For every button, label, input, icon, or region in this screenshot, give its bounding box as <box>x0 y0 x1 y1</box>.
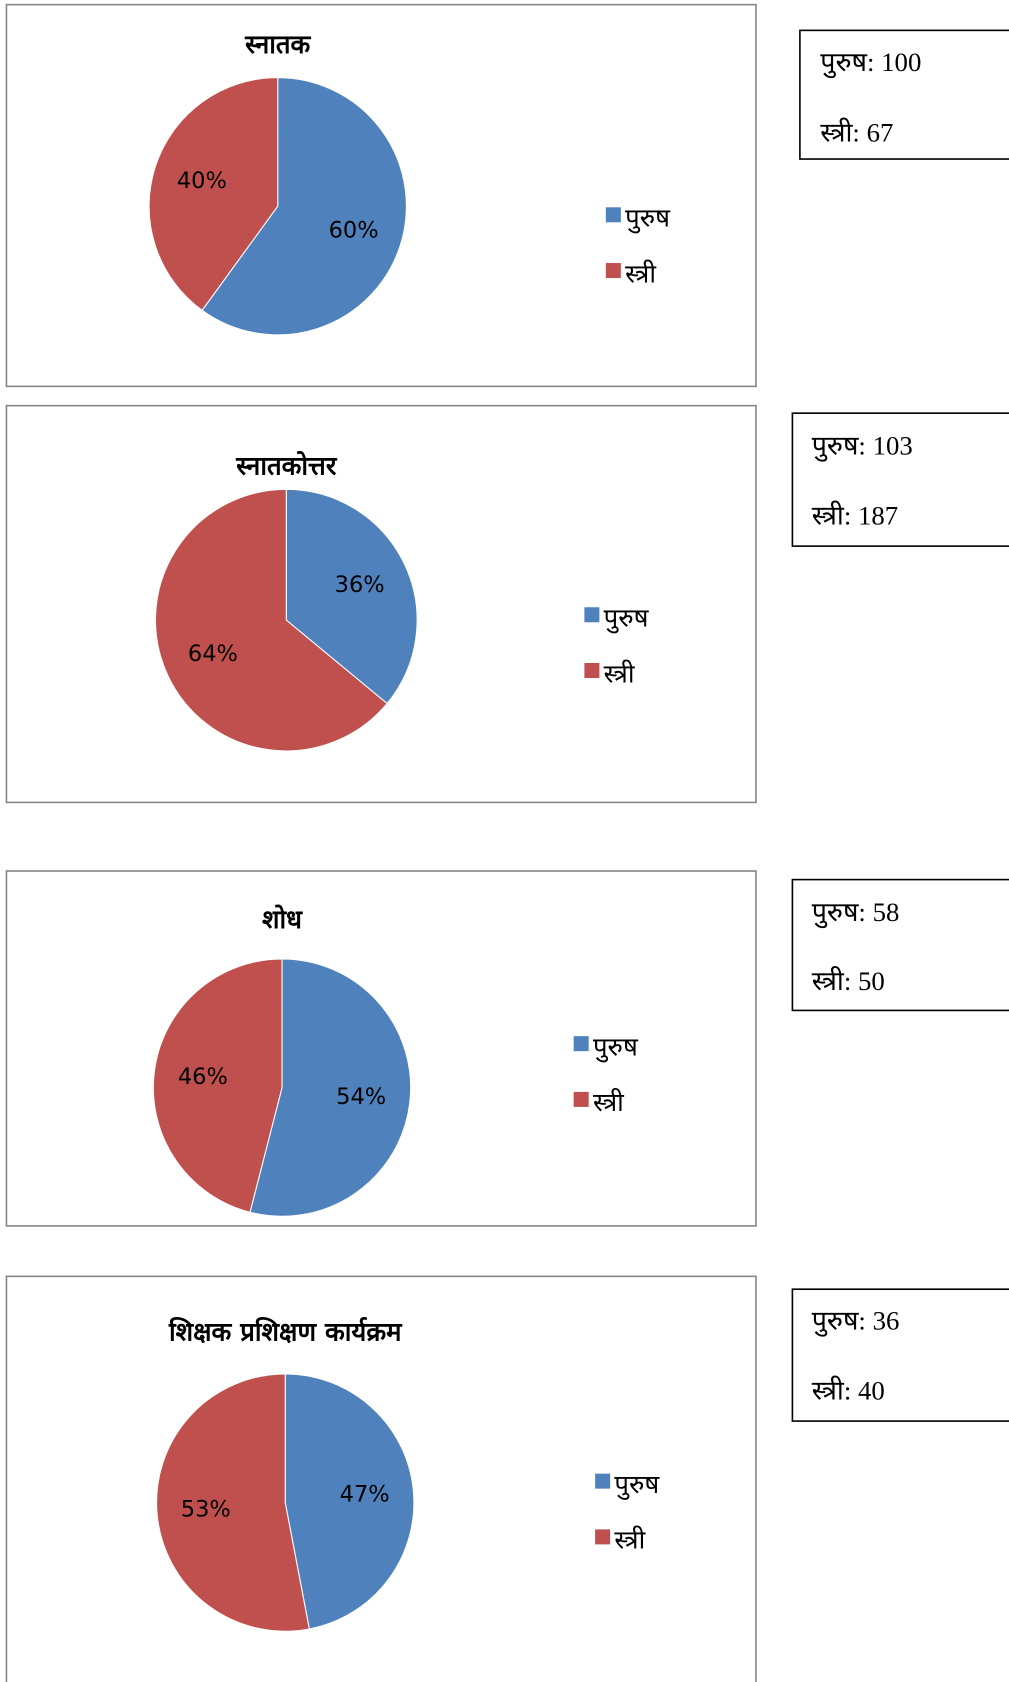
pie-slice <box>152 958 283 1213</box>
legend-label: पुरुष <box>604 604 650 634</box>
slice-label: 40% <box>177 168 227 194</box>
count-box <box>791 878 1009 1012</box>
chart-title: शोध <box>262 904 303 935</box>
count-text: पुरुष: 36 <box>812 1306 900 1338</box>
slice-label: 54% <box>336 1084 386 1110</box>
legend-swatch <box>584 607 600 623</box>
legend-swatch <box>573 1036 589 1052</box>
legend-swatch <box>595 1529 611 1545</box>
slice-label: 53% <box>181 1497 231 1523</box>
slice-label: 60% <box>329 217 379 243</box>
count-text: स्त्री: 50 <box>812 965 885 996</box>
count-text: स्त्री: 187 <box>812 499 899 530</box>
count-box <box>791 412 1009 547</box>
legend-label: पुरुष <box>614 1470 660 1500</box>
slice-label: 46% <box>178 1064 228 1090</box>
count-box <box>791 1288 1009 1422</box>
count-text: पुरुष: 58 <box>812 897 900 929</box>
pie-slice <box>201 77 407 336</box>
slice-label: 36% <box>335 572 385 598</box>
slice-label: 64% <box>188 641 238 667</box>
count-text: स्त्री: 67 <box>820 117 893 148</box>
legend-label: पुरुष <box>593 1032 639 1062</box>
legend-label: स्त्री <box>593 1087 625 1118</box>
pie-slice <box>154 488 388 752</box>
count-text: पुरुष: 100 <box>820 47 921 79</box>
pie-slice <box>148 77 279 312</box>
pie-slice <box>284 1373 415 1630</box>
legend-label: पुरुष <box>625 204 671 234</box>
legend-swatch <box>605 263 621 279</box>
legend-label: स्त्री <box>625 258 657 289</box>
legend-swatch <box>573 1091 589 1107</box>
legend-swatch <box>595 1473 611 1489</box>
legend-label: स्त्री <box>604 658 636 689</box>
legend-swatch <box>584 663 600 679</box>
count-text: पुरुष: 103 <box>812 431 913 463</box>
count-text: स्त्री: 40 <box>812 1374 885 1405</box>
pie-slice <box>156 1373 310 1632</box>
chart-title: स्नातक <box>244 30 311 60</box>
chart-title: शिक्षक प्रशिक्षण कार्यक्रम <box>168 1317 403 1348</box>
legend-swatch <box>605 207 621 223</box>
pie-slice <box>285 488 418 705</box>
slice-label: 47% <box>340 1482 390 1508</box>
legend-label: स्त्री <box>614 1525 646 1556</box>
chart-frame <box>5 404 757 804</box>
count-box <box>799 29 1009 160</box>
pie-slice <box>249 958 412 1217</box>
chart-title: स्नातकोत्तर <box>235 450 338 481</box>
